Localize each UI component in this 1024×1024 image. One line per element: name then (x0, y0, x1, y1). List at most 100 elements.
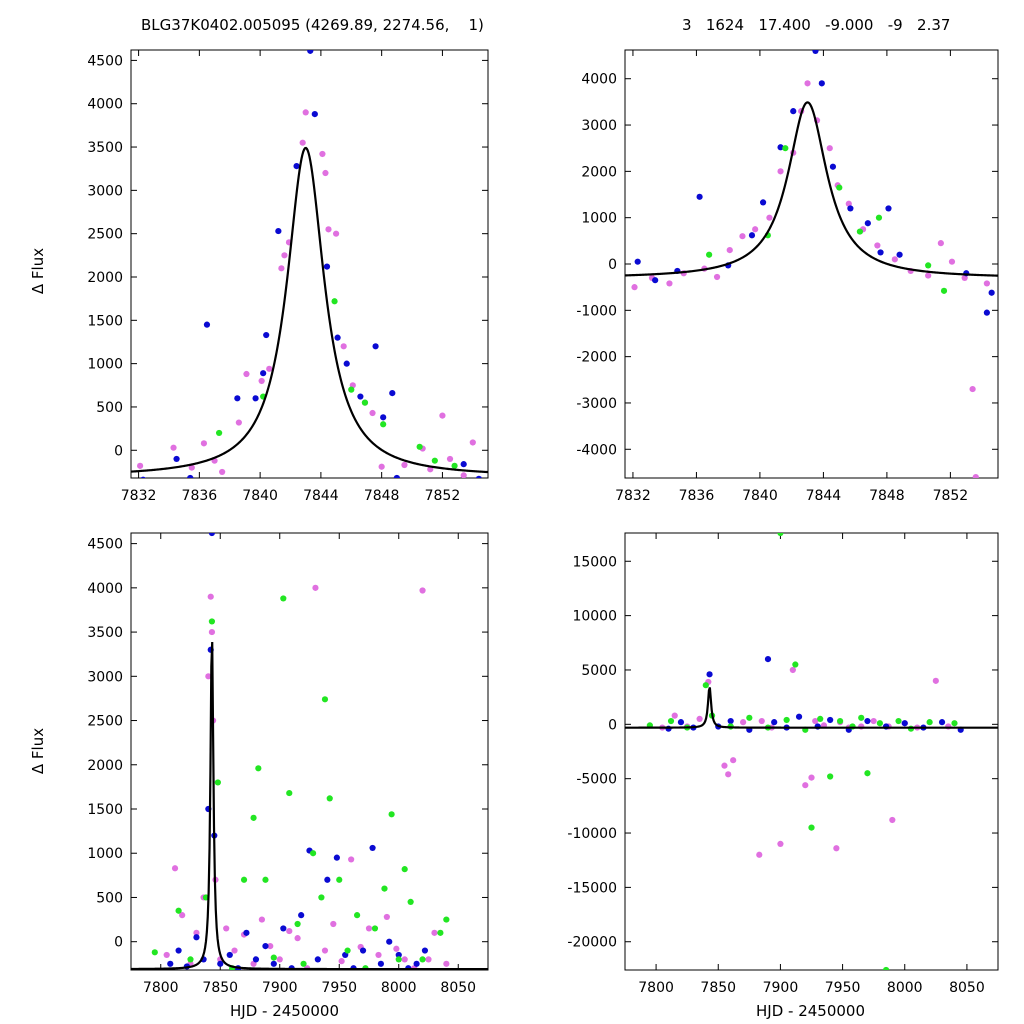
data-point-blue (359, 947, 367, 954)
data-point-blue (167, 960, 174, 967)
data-point-blue (226, 951, 233, 959)
data-point-green (926, 719, 933, 726)
data-point-blue (877, 249, 884, 256)
x-tick-label: 7840 (742, 488, 778, 504)
data-point-green (262, 876, 269, 883)
y-tick-label: 3500 (87, 625, 123, 641)
y-tick-label: 4000 (87, 581, 123, 597)
data-point-blue (759, 199, 767, 206)
data-point-blue (293, 162, 300, 170)
data-point-blue (386, 938, 393, 945)
data-point-magenta (804, 80, 811, 87)
data-point-magenta (443, 960, 450, 967)
data-point-magenta (393, 945, 400, 952)
y-tick-label: 2000 (87, 758, 123, 774)
x-tick-label: 7950 (321, 980, 357, 996)
data-point-green (817, 715, 824, 722)
y-tick-label: -15000 (567, 880, 617, 896)
data-point-blue (173, 455, 180, 463)
y-tick-label: -2000 (576, 350, 617, 366)
data-point-blue (677, 719, 685, 726)
left-title: BLG37K0402.005095 (4269.89, 2274.56, 1) (141, 16, 484, 34)
data-point-magenta (425, 956, 432, 963)
data-point-blue (262, 943, 269, 950)
data-point-green (827, 773, 834, 780)
data-point-magenta (802, 782, 809, 789)
x-tick-label: 7800 (143, 980, 179, 996)
data-point-green (876, 720, 883, 727)
x-tick-label: 8050 (440, 980, 476, 996)
plot-frame (130, 532, 489, 971)
data-point-green (286, 789, 293, 797)
data-point-magenta (332, 230, 340, 237)
data-point-blue (187, 474, 194, 478)
data-point-green (361, 399, 369, 406)
data-point-blue (827, 716, 834, 724)
data-point-green (270, 954, 277, 961)
y-tick-label: 1000 (87, 846, 123, 862)
data-point-magenta (219, 468, 226, 476)
data-point-magenta (193, 929, 200, 936)
data-point-magenta (299, 139, 306, 146)
data-point-green (388, 811, 395, 818)
data-point-blue (175, 947, 182, 954)
plot-data (625, 533, 998, 970)
data-point-green (836, 717, 844, 725)
data-point-magenta (874, 242, 881, 249)
data-point-magenta (983, 280, 990, 287)
x-tick-label: 7850 (202, 980, 238, 996)
x-tick-label: 7836 (182, 488, 218, 504)
data-point-magenta (469, 439, 476, 446)
data-point-blue (696, 193, 703, 200)
data-point-blue (777, 144, 784, 151)
data-point-magenta (948, 258, 956, 265)
x-tick-label: 7852 (933, 488, 969, 504)
x-tick-label: 7848 (869, 488, 905, 504)
data-point-green (777, 533, 784, 537)
data-point-magenta (267, 943, 274, 950)
y-tick-label: 4000 (581, 72, 617, 88)
data-point-green (318, 894, 325, 901)
data-point-blue (634, 258, 641, 265)
data-point-magenta (278, 265, 285, 272)
data-point-magenta (777, 840, 784, 848)
data-point-blue (333, 854, 340, 861)
data-point-green (280, 595, 287, 602)
data-point-magenta (302, 109, 309, 116)
data-point-blue (324, 876, 331, 883)
data-point-blue (421, 947, 429, 954)
bottom-right-panel: 7800 7850 7900 7950 8000 8050 -20000 -15000 -100… (567, 532, 999, 996)
data-point-blue (847, 205, 854, 212)
x-tick-label: 8000 (887, 980, 923, 996)
y-tick-label: 15000 (572, 554, 617, 570)
y-tick-label: 3000 (87, 183, 123, 199)
data-point-magenta (826, 145, 833, 152)
data-point-magenta (812, 717, 819, 725)
y-tick-label: -5000 (576, 772, 617, 788)
data-point-magenta (231, 947, 238, 954)
plot-frame (624, 532, 999, 971)
data-point-green (667, 717, 675, 725)
data-point-green (371, 925, 379, 932)
data-point-magenta (752, 226, 759, 233)
x-tick-label: 7852 (425, 488, 461, 504)
data-point-blue (988, 289, 995, 296)
model-curve (131, 642, 488, 970)
y-tick-label: 4500 (87, 537, 123, 553)
data-point-blue (938, 719, 946, 726)
data-point-green (437, 929, 444, 936)
data-point-magenta (207, 593, 214, 600)
data-point-green (187, 956, 194, 963)
data-point-magenta (325, 226, 332, 233)
data-point-magenta (431, 929, 438, 936)
y-tick-label: 1000 (581, 211, 617, 227)
data-point-green (416, 443, 423, 450)
x-tick-label: 7832 (121, 488, 157, 504)
x-tick-label: 7900 (763, 980, 799, 996)
data-point-green (216, 429, 223, 437)
data-point-blue (372, 343, 379, 350)
data-point-blue (896, 251, 903, 258)
data-point-magenta (378, 463, 385, 470)
data-point-magenta (188, 464, 195, 471)
data-point-magenta (243, 370, 250, 378)
